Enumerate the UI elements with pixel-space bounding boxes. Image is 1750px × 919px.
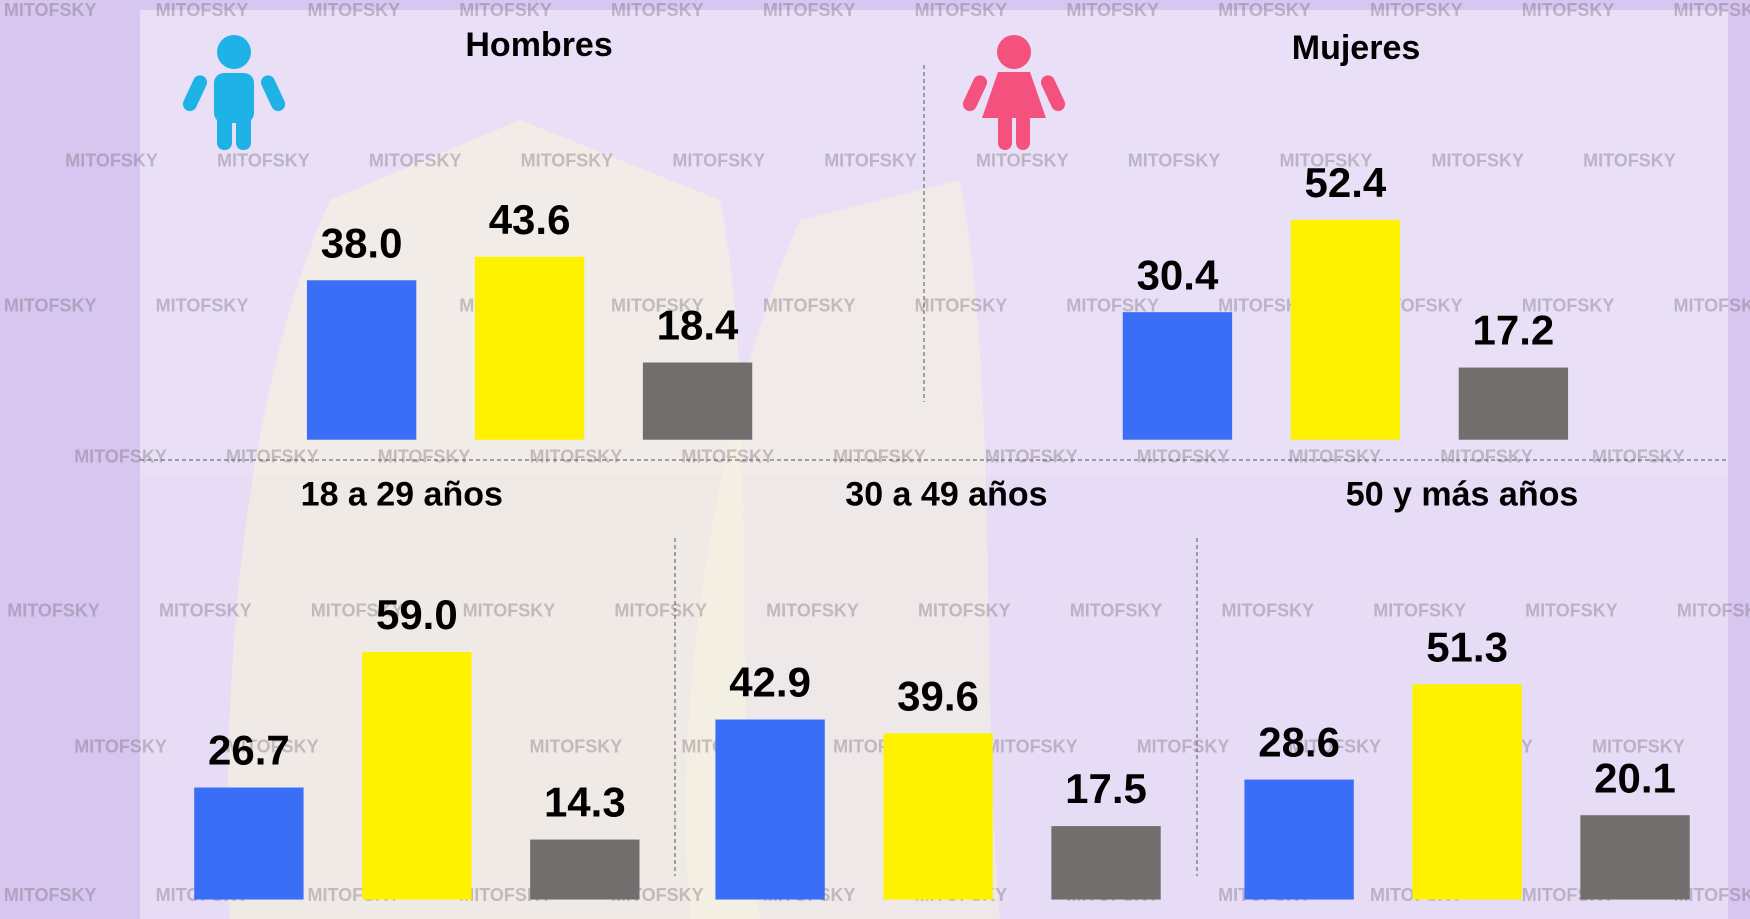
watermark: MITOFSKY xyxy=(763,296,856,316)
watermark: MITOFSKY xyxy=(681,446,774,466)
watermark: MITOFSKY xyxy=(1583,151,1676,171)
watermark: MITOFSKY xyxy=(226,446,319,466)
watermark: MITOFSKY xyxy=(614,600,707,620)
watermark: MITOFSKY xyxy=(1222,600,1315,620)
watermark: MITOFSKY xyxy=(4,0,97,20)
bar xyxy=(1459,368,1568,440)
value-label: 38.0 xyxy=(321,219,403,266)
bar xyxy=(643,363,752,440)
watermark: MITOFSKY xyxy=(1522,0,1615,20)
watermark: MITOFSKY xyxy=(1674,0,1750,20)
chart-title: 18 a 29 años xyxy=(301,476,503,514)
bar xyxy=(1051,826,1160,899)
bar xyxy=(362,652,471,900)
watermark: MITOFSKY xyxy=(915,0,1008,20)
chart-title: Hombres xyxy=(465,26,612,64)
value-label: 51.3 xyxy=(1426,623,1508,670)
bar xyxy=(1412,684,1521,899)
watermark: MITOFSKY xyxy=(833,446,926,466)
watermark: MITOFSKY xyxy=(763,0,856,20)
watermark: MITOFSKY xyxy=(1373,600,1466,620)
watermark: MITOFSKY xyxy=(915,296,1008,316)
watermark: MITOFSKY xyxy=(1677,600,1750,620)
value-label: 42.9 xyxy=(729,659,811,706)
watermark: MITOFSKY xyxy=(65,151,158,171)
watermark: MITOFSKY xyxy=(307,0,400,20)
value-label: 17.5 xyxy=(1065,765,1147,812)
value-label: 39.6 xyxy=(897,672,979,719)
watermark: MITOFSKY xyxy=(369,151,462,171)
value-label: 52.4 xyxy=(1305,159,1387,206)
watermark: MITOFSKY xyxy=(463,600,556,620)
bar xyxy=(1291,220,1400,440)
watermark: MITOFSKY xyxy=(74,446,167,466)
watermark: MITOFSKY xyxy=(1525,600,1618,620)
watermark: MITOFSKY xyxy=(1674,296,1750,316)
watermark: MITOFSKY xyxy=(530,737,623,757)
watermark: MITOFSKY xyxy=(4,296,97,316)
watermark: MITOFSKY xyxy=(4,885,97,905)
watermark: MITOFSKY xyxy=(378,446,471,466)
watermark: MITOFSKY xyxy=(1592,446,1685,466)
watermark: MITOFSKY xyxy=(156,296,249,316)
value-label: 17.2 xyxy=(1473,307,1555,354)
watermark: MITOFSKY xyxy=(824,151,917,171)
watermark: MITOFSKY xyxy=(1137,446,1230,466)
value-label: 43.6 xyxy=(489,196,571,243)
bar xyxy=(883,733,992,899)
watermark: MITOFSKY xyxy=(1370,0,1463,20)
watermark: MITOFSKY xyxy=(1431,151,1524,171)
watermark: MITOFSKY xyxy=(74,737,167,757)
chart: MITOFSKY MITOFSKY MITOFSKY MITOFSKY MITOFSKY… xyxy=(0,0,1750,919)
watermark: MITOFSKY xyxy=(1070,600,1163,620)
watermark: MITOFSKY xyxy=(766,600,859,620)
bar xyxy=(194,788,303,900)
watermark: MITOFSKY xyxy=(521,151,614,171)
bar xyxy=(1123,312,1232,440)
watermark: MITOFSKY xyxy=(672,151,765,171)
bar xyxy=(530,840,639,900)
watermark: MITOFSKY xyxy=(611,0,704,20)
watermark: MITOFSKY xyxy=(976,151,1069,171)
chart-title: Mujeres xyxy=(1292,29,1421,67)
bar xyxy=(475,257,584,440)
bar xyxy=(1580,815,1689,899)
chart-title: 50 y más años xyxy=(1346,476,1578,514)
watermark: MITOFSKY xyxy=(985,446,1078,466)
watermark: MITOFSKY xyxy=(459,0,552,20)
value-label: 20.1 xyxy=(1594,754,1676,801)
watermark: MITOFSKY xyxy=(1128,151,1221,171)
watermark: MITOFSKY xyxy=(7,600,100,620)
bar xyxy=(307,280,416,439)
bar xyxy=(1244,780,1353,900)
value-label: 14.3 xyxy=(544,779,626,826)
watermark: MITOFSKY xyxy=(156,0,249,20)
watermark: MITOFSKY xyxy=(1440,446,1533,466)
value-label: 28.6 xyxy=(1258,719,1340,766)
watermark: MITOFSKY xyxy=(159,600,252,620)
value-label: 59.0 xyxy=(376,591,458,638)
watermark: MITOFSKY xyxy=(217,151,310,171)
value-label: 26.7 xyxy=(208,727,290,774)
watermark: MITOFSKY xyxy=(1066,0,1159,20)
watermark: MITOFSKY xyxy=(1218,0,1311,20)
watermark: MITOFSKY xyxy=(1137,737,1230,757)
watermark: MITOFSKY xyxy=(985,737,1078,757)
watermark: MITOFSKY xyxy=(918,600,1011,620)
watermark: MITOFSKY xyxy=(530,446,623,466)
chart-title: 30 a 49 años xyxy=(845,476,1047,514)
value-label: 30.4 xyxy=(1137,251,1219,298)
watermark: MITOFSKY xyxy=(1288,446,1381,466)
bar xyxy=(715,720,824,900)
value-label: 18.4 xyxy=(657,302,739,349)
